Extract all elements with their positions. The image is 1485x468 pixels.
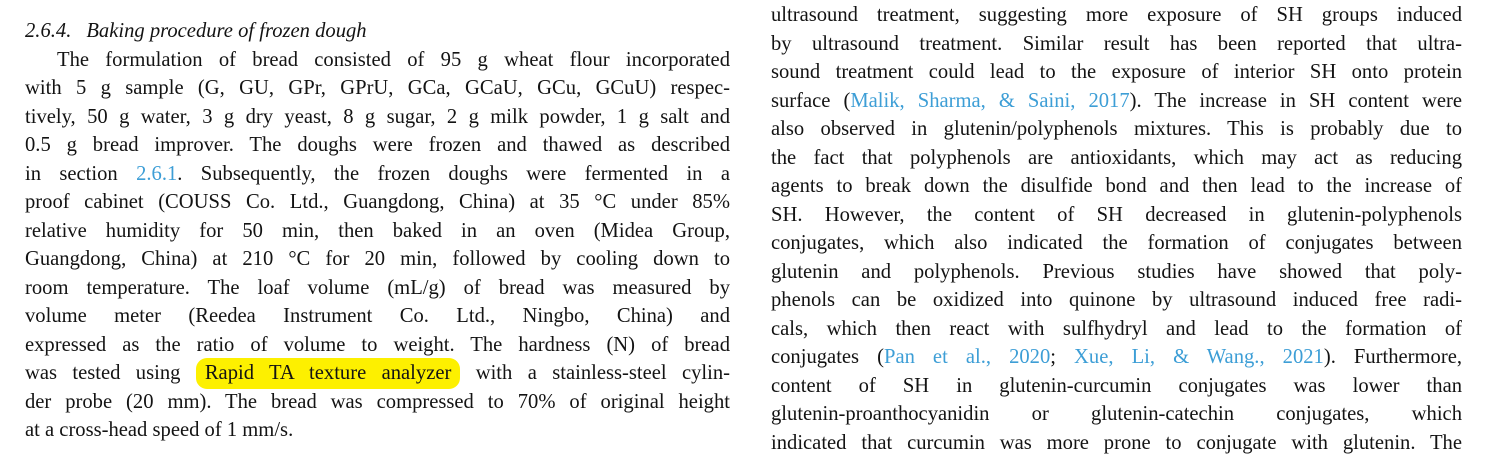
right-column: ultrasound treatment, suggesting more ex… [771, 1, 1462, 457]
text-line: at a cross-head speed of 1 mm/s. [25, 416, 730, 445]
text-run: surface ( [771, 89, 851, 112]
text-line: with 5 g sample (G, GU, GPr, GPrU, GCa, … [25, 74, 730, 103]
text-line: conjugates, which also indicated the for… [771, 229, 1462, 258]
text-run: conjugates ( [771, 346, 884, 368]
text-line: 0.5 g bread improver. The doughs were fr… [25, 131, 730, 160]
text-line: ultrasound treatment, suggesting more ex… [771, 1, 1462, 30]
text-run: 0.5 g bread improver. The doughs were fr… [25, 134, 730, 156]
text-run: cals, which then react with sulfhydryl a… [771, 317, 1462, 340]
text-run: der probe (20 mm). The bread was compres… [25, 390, 730, 413]
text-line: phenols can be oxidized into quinone by … [771, 286, 1462, 315]
section-number: 2.6.4. [25, 20, 72, 42]
text-line: by ultrasound treatment. Similar result … [771, 30, 1462, 59]
text-run: ; [1050, 346, 1075, 368]
text-line: SH. However, the content of SH decreased… [771, 201, 1462, 230]
text-run: conjugates, which also indicated the for… [771, 232, 1462, 254]
text-run: relative humidity for 50 min, then baked… [25, 219, 730, 242]
right-column-text: ultrasound treatment, suggesting more ex… [771, 1, 1462, 457]
text-line: cals, which then react with sulfhydryl a… [771, 315, 1462, 344]
citation-link[interactable]: Xue, Li, & Wang., 2021 [1074, 346, 1324, 368]
left-column: 2.6.4. Baking procedure of frozen dough T… [25, 17, 730, 445]
text-line: der probe (20 mm). The bread was compres… [25, 388, 730, 417]
text-run: tively, 50 g water, 3 g dry yeast, 8 g s… [25, 105, 730, 128]
text-run: . Subsequently, the frozen doughs were f… [177, 162, 730, 185]
highlighted-text[interactable]: Rapid TA texture analyzer [195, 358, 461, 389]
section-heading: 2.6.4. Baking procedure of frozen dough [25, 17, 730, 46]
text-run: agents to break down the disulfide bond … [771, 175, 1462, 197]
text-line: relative humidity for 50 min, then baked… [25, 217, 730, 246]
text-line: room temperature. The loaf volume (mL/g)… [25, 274, 730, 303]
text-run: glutenin and polyphenols. Previous studi… [771, 260, 1462, 283]
section-title: Baking procedure of frozen dough [86, 20, 367, 42]
text-run: also observed in glutenin/polyphenols mi… [771, 118, 1462, 140]
text-run: volume meter (Reedea Instrument Co. Ltd.… [25, 305, 730, 327]
text-line: The formulation of bread consisted of 95… [25, 46, 730, 75]
text-run: SH. However, the content of SH decreased… [771, 203, 1462, 226]
text-line: the fact that polyphenols are antioxidan… [771, 144, 1462, 173]
text-line: glutenin and polyphenols. Previous studi… [771, 258, 1462, 287]
section-ref-link[interactable]: 2.6.1 [136, 162, 178, 185]
text-line: conjugates (Pan et al., 2020; Xue, Li, &… [771, 343, 1462, 372]
text-run: indicated that curcumin was more prone t… [771, 431, 1462, 454]
text-run: was tested using [25, 362, 196, 384]
text-run: with 5 g sample (G, GU, GPr, GPrU, GCa, … [25, 77, 730, 99]
text-run: ultrasound treatment, suggesting more ex… [771, 4, 1462, 26]
text-line: indicated that curcumin was more prone t… [771, 429, 1462, 458]
text-line: agents to break down the disulfide bond … [771, 172, 1462, 201]
text-run: in section [25, 162, 137, 185]
text-run: Guangdong, China) at 210 °C for 20 min, … [25, 248, 730, 270]
left-column-text: The formulation of bread consisted of 95… [25, 46, 730, 445]
text-run: sound treatment could lead to the exposu… [771, 61, 1462, 83]
text-line: surface (Malik, Sharma, & Saini, 2017). … [771, 87, 1462, 116]
text-line: content of SH in glutenin-curcumin conju… [771, 372, 1462, 401]
text-run: with a stainless-steel cylin- [460, 362, 730, 384]
text-run: phenols can be oxidized into quinone by … [771, 289, 1462, 311]
text-run: glutenin-proanthocyanidin or glutenin-ca… [771, 403, 1462, 425]
text-line: tively, 50 g water, 3 g dry yeast, 8 g s… [25, 103, 730, 132]
citation-link[interactable]: Pan et al., 2020 [883, 346, 1051, 368]
text-run: expressed as the ratio of volume to weig… [25, 333, 730, 356]
text-run: ). Furthermore, [1323, 346, 1462, 368]
text-run: ). The increase in SH content were [1129, 89, 1462, 112]
citation-link[interactable]: Malik, Sharma, & Saini, 2017 [850, 89, 1130, 112]
text-line: sound treatment could lead to the exposu… [771, 58, 1462, 87]
text-run: The formulation of bread consisted of 95… [57, 48, 730, 71]
text-line: proof cabinet (COUSS Co. Ltd., Guangdong… [25, 188, 730, 217]
text-line: in section 2.6.1. Subsequently, the froz… [25, 160, 730, 189]
text-run: the fact that polyphenols are antioxidan… [771, 146, 1462, 169]
text-line: Guangdong, China) at 210 °C for 20 min, … [25, 245, 730, 274]
text-run: content of SH in glutenin-curcumin conju… [771, 374, 1462, 397]
text-run: room temperature. The loaf volume (mL/g)… [25, 276, 730, 299]
text-run: proof cabinet (COUSS Co. Ltd., Guangdong… [25, 191, 730, 213]
text-line: volume meter (Reedea Instrument Co. Ltd.… [25, 302, 730, 331]
text-line: was tested using Rapid TA texture analyz… [25, 358, 730, 389]
text-line: expressed as the ratio of volume to weig… [25, 331, 730, 360]
text-run: at a cross-head speed of 1 mm/s. [25, 419, 294, 441]
text-line: also observed in glutenin/polyphenols mi… [771, 115, 1462, 144]
text-line: glutenin-proanthocyanidin or glutenin-ca… [771, 400, 1462, 429]
text-run: by ultrasound treatment. Similar result … [771, 32, 1462, 55]
